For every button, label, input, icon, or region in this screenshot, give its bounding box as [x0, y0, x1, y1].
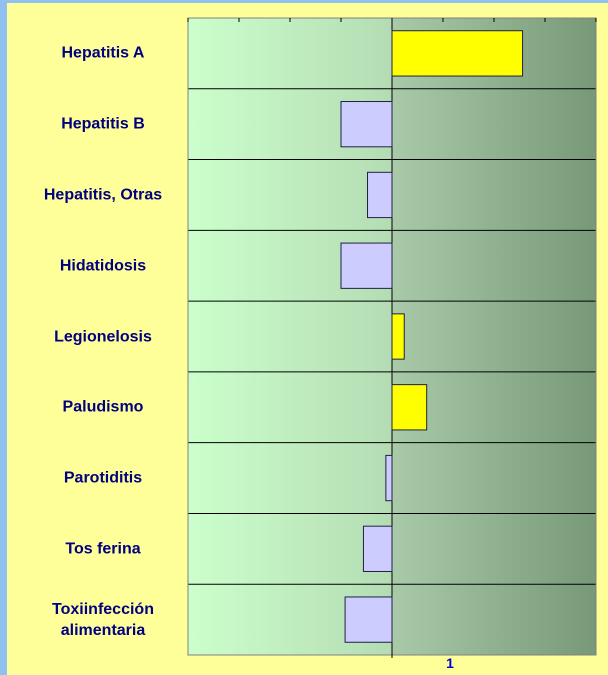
category-label: Hepatitis, Otras — [43, 186, 163, 204]
bar — [391, 313, 405, 360]
category-label: Toxiinfección alimentaria — [52, 600, 154, 639]
bar — [367, 171, 393, 219]
category-label: Paludismo — [62, 398, 144, 416]
top-border — [0, 0, 608, 3]
bar — [391, 30, 524, 77]
plot-right — [392, 18, 596, 655]
bar — [362, 525, 393, 572]
x-tick-label: 1 — [446, 655, 454, 671]
category-label: Hepatitis B — [61, 115, 145, 133]
category-label: Hidatidosis — [59, 257, 147, 275]
bar — [391, 384, 428, 431]
bar — [340, 101, 393, 148]
category-label: Parotiditis — [63, 469, 143, 487]
category-label: Tos ferina — [65, 540, 141, 558]
category-label: Legionelosis — [54, 328, 152, 345]
bar — [340, 242, 393, 289]
left-border — [0, 0, 7, 675]
category-label: Hepatitis A — [61, 44, 145, 62]
bar — [385, 454, 393, 502]
bar — [344, 596, 393, 643]
